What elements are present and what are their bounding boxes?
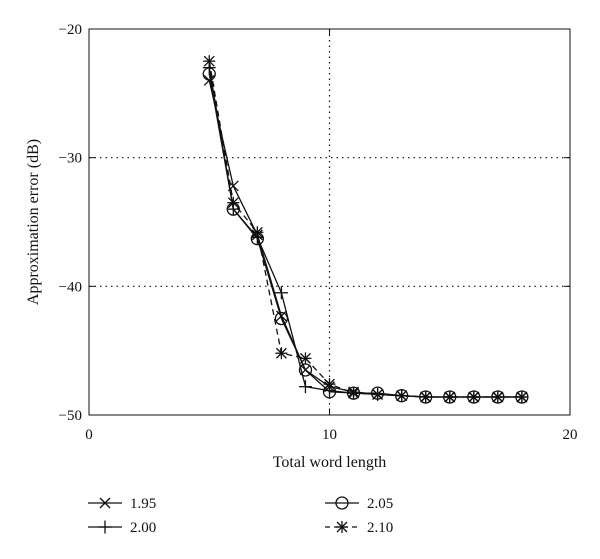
data-point-2-10 bbox=[395, 389, 408, 402]
data-point-2-05-ring bbox=[274, 311, 289, 326]
data-point-1-95 bbox=[275, 310, 287, 322]
legend-item-2-10: 2.10 bbox=[325, 520, 393, 536]
data-point-2-10 bbox=[275, 347, 288, 360]
x-tick-label: 20 bbox=[563, 427, 578, 443]
y-axis-label: Approximation error (dB) bbox=[25, 139, 42, 305]
y-tick-label: −50 bbox=[59, 408, 82, 424]
data-point-2-10 bbox=[299, 352, 312, 365]
legend-item-1-95: 1.95 bbox=[88, 496, 156, 512]
legend-marker bbox=[98, 520, 112, 534]
data-point-2-00 bbox=[298, 380, 312, 394]
legend-item-2-05: 2.05 bbox=[325, 496, 393, 512]
data-point-2-05 bbox=[202, 67, 216, 81]
series-2-10 bbox=[203, 55, 528, 403]
grid-lines bbox=[89, 29, 570, 415]
data-point-2-05 bbox=[274, 311, 289, 326]
axis-ticks: 0 10 20 −20 −30 −40 −50 bbox=[59, 22, 578, 443]
legend-marker bbox=[99, 497, 111, 509]
data-point-2-10 bbox=[467, 390, 480, 403]
y-tick-label: −40 bbox=[59, 279, 82, 295]
legend-label: 2.05 bbox=[367, 496, 393, 512]
data-point-2-10 bbox=[251, 226, 264, 239]
data-point-2-10 bbox=[323, 378, 336, 391]
data-point-2-10 bbox=[515, 390, 528, 403]
data-point-2-10 bbox=[347, 387, 360, 400]
y-tick-label: −30 bbox=[59, 151, 82, 167]
legend-marker-ring bbox=[335, 496, 349, 510]
series-line-2-10 bbox=[208, 61, 522, 398]
data-point-2-00 bbox=[274, 286, 288, 300]
data-point-2-05-ring bbox=[202, 67, 216, 81]
data-point-2-10 bbox=[443, 390, 456, 403]
data-point-2-10 bbox=[419, 390, 432, 403]
data-point-2-10 bbox=[491, 390, 504, 403]
legend-label: 2.00 bbox=[130, 520, 156, 536]
series-group bbox=[202, 55, 529, 404]
legend-marker bbox=[335, 496, 349, 510]
legend-label: 2.10 bbox=[367, 520, 393, 536]
data-point-1-95-stroke bbox=[275, 310, 287, 322]
legend-label: 1.95 bbox=[130, 496, 156, 512]
data-point-2-10 bbox=[203, 55, 216, 68]
y-tick-label: −20 bbox=[59, 22, 82, 38]
legend-item-2-00: 2.00 bbox=[88, 520, 156, 536]
x-tick-label: 10 bbox=[322, 427, 337, 443]
x-tick-label: 0 bbox=[85, 427, 93, 443]
legend: 1.95 2.00 2.05 2.10 bbox=[88, 496, 393, 536]
data-point-2-10 bbox=[227, 196, 240, 209]
legend-marker bbox=[336, 521, 348, 533]
x-axis-label: Total word length bbox=[273, 454, 387, 471]
legend-marker-stroke bbox=[99, 497, 111, 509]
data-point-2-10 bbox=[371, 388, 384, 401]
